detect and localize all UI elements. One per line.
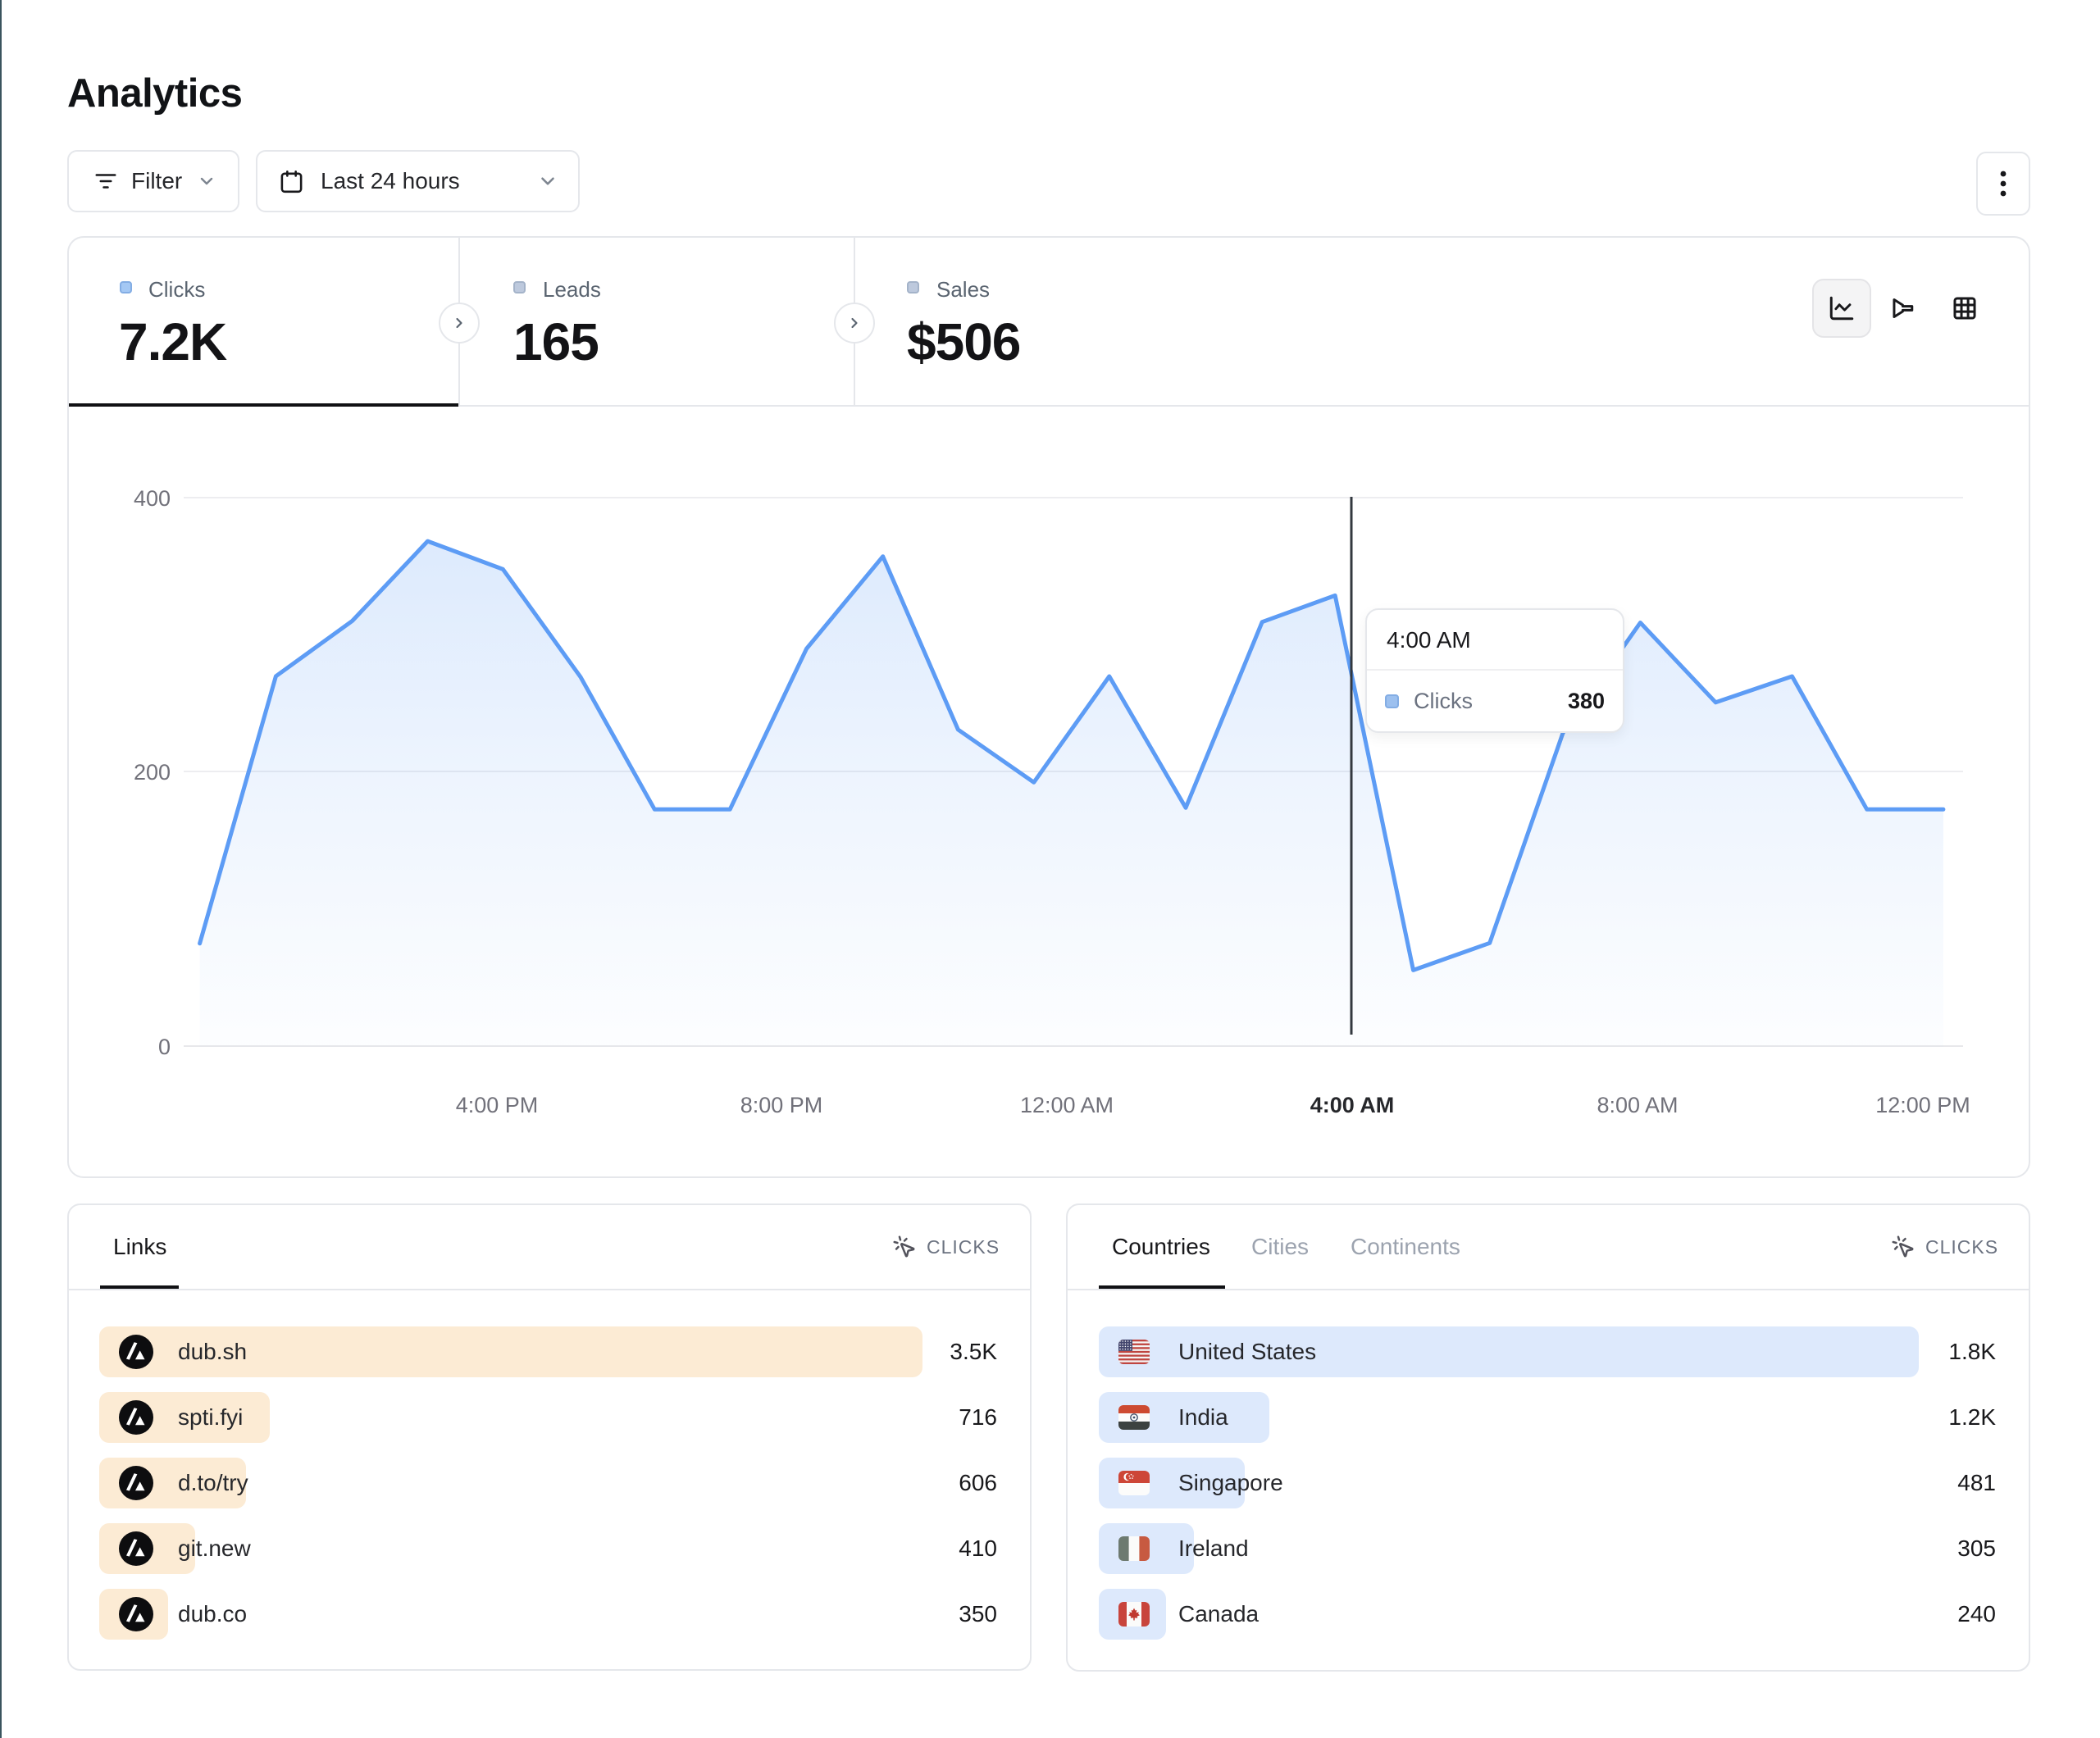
svg-text:200: 200 xyxy=(134,760,171,785)
svg-text:400: 400 xyxy=(134,486,171,511)
svg-text:0: 0 xyxy=(158,1035,171,1059)
svg-text:8:00 AM: 8:00 AM xyxy=(1597,1093,1678,1117)
svg-text:4:00 PM: 4:00 PM xyxy=(456,1093,539,1117)
svg-text:12:00 PM: 12:00 PM xyxy=(1875,1093,1970,1117)
svg-text:8:00 PM: 8:00 PM xyxy=(740,1093,823,1117)
svg-text:12:00 AM: 12:00 AM xyxy=(1020,1093,1114,1117)
svg-text:4:00 AM: 4:00 AM xyxy=(1310,1093,1395,1117)
